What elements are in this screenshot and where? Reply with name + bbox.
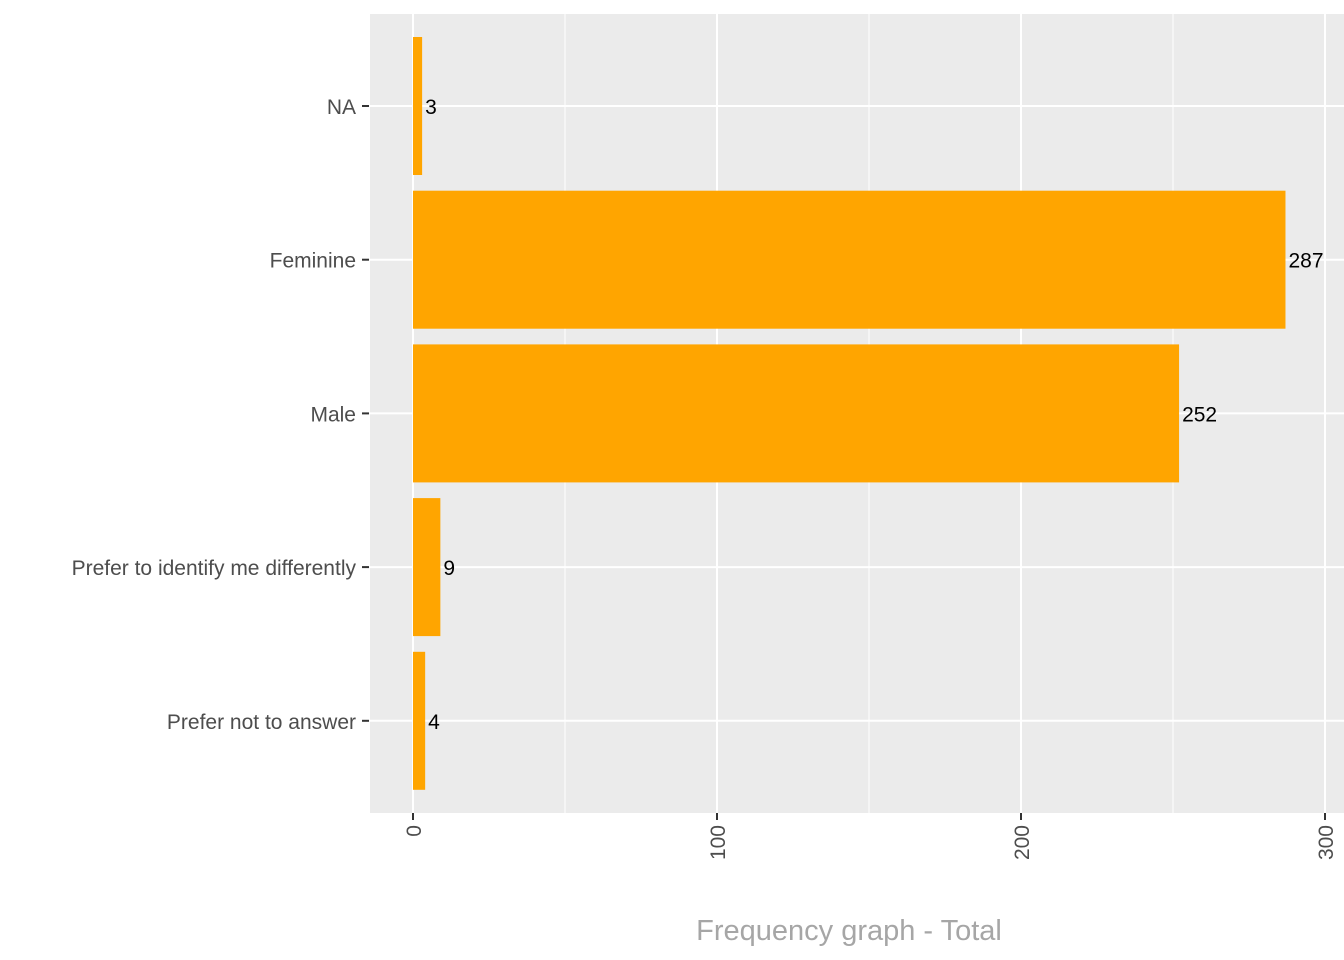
y-tick-label: Feminine — [270, 250, 356, 273]
y-tick-label: Prefer not to answer — [167, 711, 356, 734]
bar — [413, 344, 1180, 483]
bar-value-label: 9 — [443, 557, 455, 580]
bar — [413, 190, 1286, 329]
bar-value-label: 252 — [1182, 403, 1217, 426]
y-tick-label: NA — [327, 96, 356, 119]
y-tick-label: Male — [310, 403, 356, 426]
bar — [413, 498, 441, 637]
y-tick-label: Prefer to identify me differently — [72, 557, 357, 580]
bar — [413, 651, 426, 790]
x-tick-label: 300 — [1315, 825, 1338, 860]
x-axis-title: Frequency graph - Total — [696, 915, 1002, 947]
x-tick-label: 200 — [1011, 825, 1034, 860]
x-tick-label: 100 — [707, 825, 730, 860]
bar-value-label: 287 — [1288, 250, 1323, 273]
bar — [413, 37, 423, 175]
x-tick-label: 0 — [403, 825, 426, 837]
bar-value-label: 3 — [425, 96, 437, 119]
bar-value-label: 4 — [428, 711, 440, 734]
